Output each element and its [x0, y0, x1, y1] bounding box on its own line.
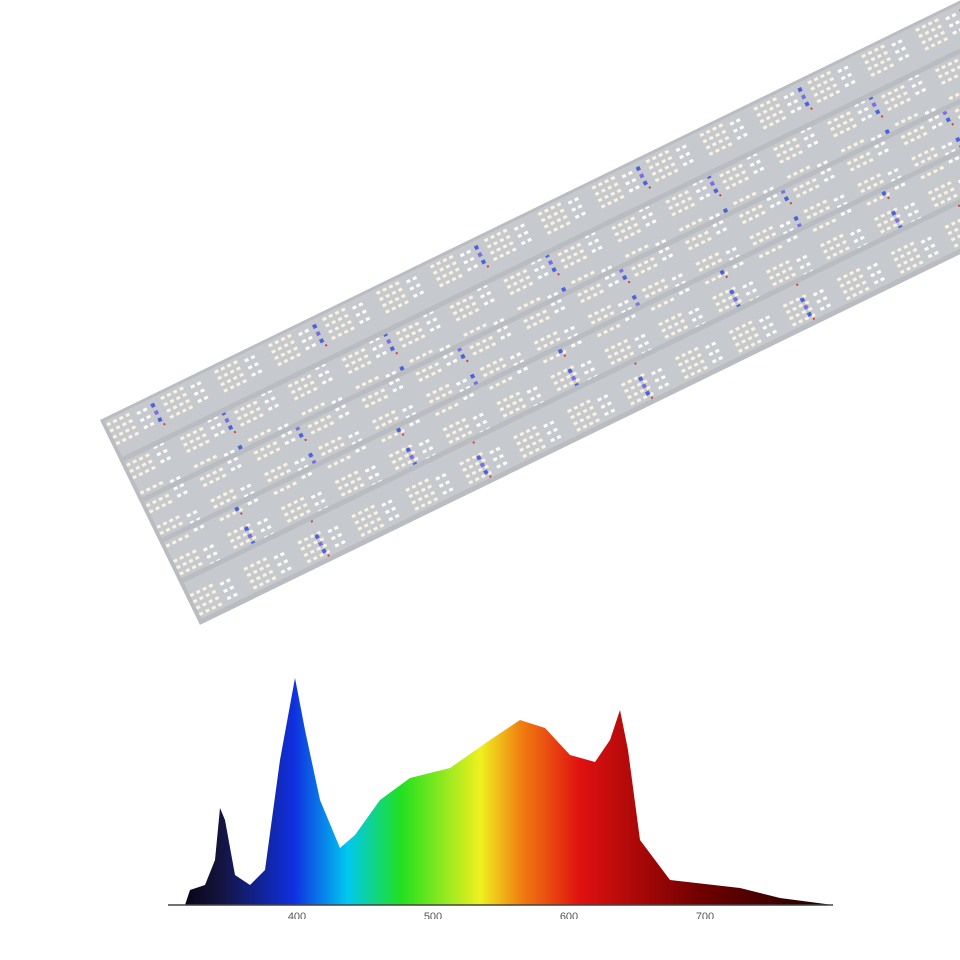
x-label: 700: [696, 911, 714, 923]
strip-accent: [178, 0, 960, 472]
label-clip: 400 500 600 700: [288, 911, 714, 923]
strip-accent: [252, 12, 960, 486]
x-label: 400: [288, 911, 306, 923]
x-label: 500: [424, 911, 442, 923]
x-label: 600: [560, 911, 578, 923]
strip-accent: [191, 92, 960, 566]
led-strips: [100, 0, 960, 625]
strip-accent: [264, 106, 960, 580]
strip-accent: [104, 0, 960, 457]
spectrum: [185, 678, 833, 905]
